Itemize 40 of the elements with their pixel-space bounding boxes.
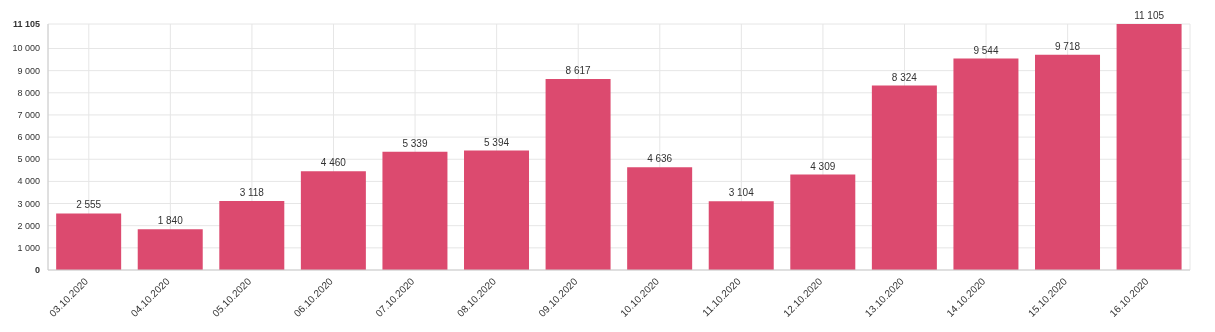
y-tick-label: 2 000 <box>17 220 40 231</box>
bar <box>382 151 448 270</box>
data-label: 3 118 <box>239 186 265 198</box>
bar <box>219 200 285 270</box>
data-label: 1 840 <box>157 215 184 227</box>
bar <box>708 201 774 270</box>
bar <box>1116 24 1182 270</box>
bar <box>464 150 530 270</box>
y-tick-label: 1 000 <box>17 242 40 253</box>
y-tick-label: 5 000 <box>17 154 40 165</box>
bar <box>790 174 856 270</box>
bar <box>137 229 203 270</box>
bar <box>56 213 122 270</box>
y-tick-label: 0 <box>34 265 40 275</box>
data-label: 8 617 <box>565 65 592 77</box>
y-tick-label: 10 000 <box>12 43 40 54</box>
y-tick-label: 4 000 <box>17 176 40 187</box>
y-tick-label: 11 105 <box>12 19 40 29</box>
y-tick-label: 6 000 <box>17 132 40 143</box>
bar <box>953 58 1019 270</box>
y-tick-label: 7 000 <box>17 109 40 120</box>
data-label: 5 394 <box>484 136 510 148</box>
y-tick-label: 9 000 <box>17 65 40 76</box>
data-label: 9 718 <box>1055 40 1081 52</box>
bar <box>300 171 366 270</box>
data-label: 2 555 <box>76 199 102 211</box>
bar <box>1035 54 1101 270</box>
data-label: 5 339 <box>402 137 428 149</box>
data-label: 4 309 <box>810 160 836 172</box>
data-label: 4 636 <box>647 153 673 165</box>
data-label: 4 460 <box>320 157 347 169</box>
data-label: 3 104 <box>728 187 755 199</box>
data-label: 8 324 <box>891 71 918 83</box>
data-label: 9 544 <box>973 44 999 56</box>
y-tick-label: 8 000 <box>17 87 40 98</box>
data-label: 11 105 <box>1134 10 1165 21</box>
y-tick-label: 3 000 <box>17 198 40 209</box>
bar <box>545 79 611 270</box>
bar <box>871 85 937 270</box>
bar <box>627 167 693 270</box>
